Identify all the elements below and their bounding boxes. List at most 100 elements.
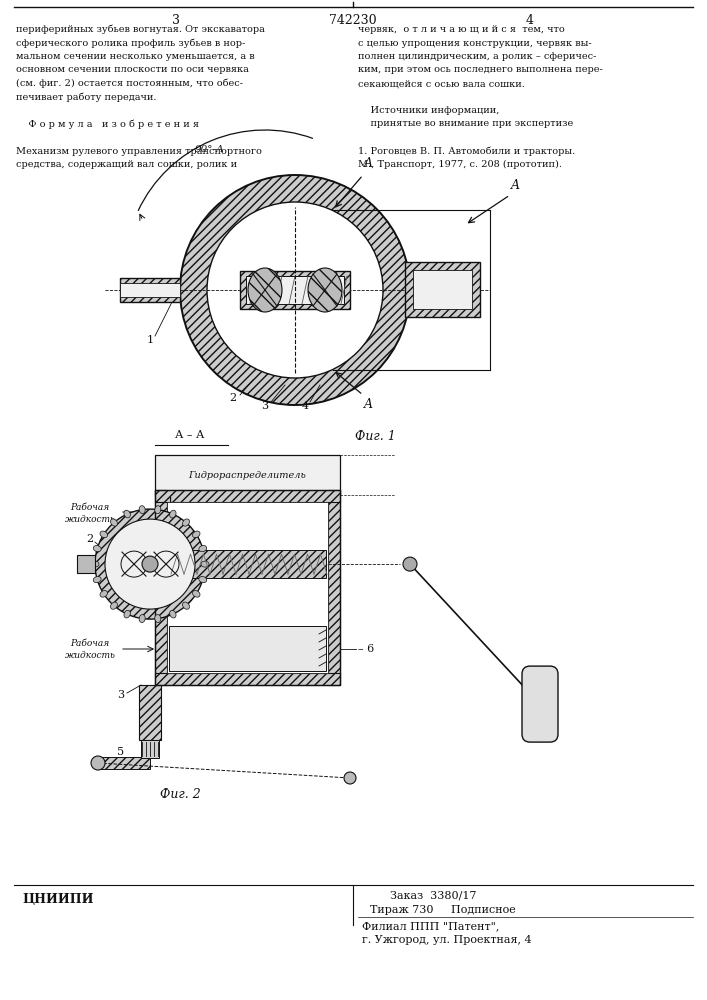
Bar [167, 502, 328, 673]
Text: г. Ужгород, ул. Проектная, 4: г. Ужгород, ул. Проектная, 4 [362, 935, 532, 945]
Ellipse shape [91, 561, 99, 567]
Text: жидкость: жидкость [64, 516, 115, 524]
Text: мальном сечении несколько уменьшается, а в: мальном сечении несколько уменьшается, а… [16, 52, 255, 61]
Text: Гидрораспределитель: Гидрораспределитель [188, 471, 306, 480]
Circle shape [91, 756, 105, 770]
Text: ЦНИИПИ: ЦНИИПИ [22, 893, 93, 906]
Ellipse shape [139, 506, 145, 514]
Ellipse shape [124, 610, 130, 618]
Text: 90°-А: 90°-А [195, 145, 225, 154]
Bar [405, 262, 480, 317]
Text: A: A [363, 398, 373, 411]
Ellipse shape [155, 506, 161, 514]
Ellipse shape [199, 577, 206, 583]
Ellipse shape [93, 546, 101, 552]
Ellipse shape [199, 546, 206, 552]
Ellipse shape [192, 591, 200, 597]
Bar [77, 555, 95, 573]
Text: 2: 2 [86, 534, 93, 544]
Bar [246, 276, 344, 304]
Bar [155, 490, 340, 685]
Ellipse shape [248, 268, 282, 312]
Text: М., Транспорт, 1977, с. 208 (прототип).: М., Транспорт, 1977, с. 208 (прототип). [358, 160, 562, 169]
Bar [141, 740, 159, 758]
Ellipse shape [207, 202, 383, 378]
Text: принятые во внимание при экспертизе: принятые во внимание при экспертизе [358, 119, 573, 128]
Bar [120, 278, 180, 302]
Ellipse shape [142, 556, 158, 572]
Ellipse shape [180, 175, 410, 405]
Ellipse shape [95, 509, 205, 619]
Bar [169, 626, 326, 671]
Text: 4: 4 [526, 14, 534, 27]
Text: 3: 3 [117, 690, 124, 700]
Text: 742230: 742230 [329, 14, 377, 27]
Ellipse shape [100, 531, 107, 538]
Bar [155, 673, 340, 685]
Text: Заказ  3380/17: Заказ 3380/17 [390, 891, 477, 901]
Text: A: A [510, 179, 520, 192]
Text: Фиг. 1: Фиг. 1 [355, 430, 395, 443]
Text: 5: 5 [117, 747, 124, 757]
Circle shape [344, 772, 356, 784]
Text: полнен цилиндрическим, а ролик – сферичес-: полнен цилиндрическим, а ролик – сфериче… [358, 52, 597, 61]
Text: (см. фиг. 2) остается постоянным, что обес-: (см. фиг. 2) остается постоянным, что об… [16, 79, 243, 89]
Text: периферийных зубьев вогнутая. От экскаватора: периферийных зубьев вогнутая. От экскава… [16, 25, 265, 34]
Bar [120, 283, 180, 297]
Text: 3: 3 [262, 401, 269, 411]
Ellipse shape [192, 531, 200, 538]
Text: средства, содержащий вал сошки, ролик и: средства, содержащий вал сошки, ролик и [16, 160, 237, 169]
Ellipse shape [170, 610, 176, 618]
Text: 2: 2 [230, 393, 237, 403]
Text: Рабочая: Рабочая [71, 639, 110, 648]
Bar [155, 455, 340, 495]
Ellipse shape [182, 519, 189, 526]
Circle shape [403, 557, 417, 571]
Text: жидкость: жидкость [64, 650, 115, 660]
Text: Филиал ППП "Патент",: Филиал ППП "Патент", [362, 921, 499, 931]
Text: червяк,  о т л и ч а ю щ и й с я  тем, что: червяк, о т л и ч а ю щ и й с я тем, что [358, 25, 565, 34]
Text: с целью упрощения конструкции, червяк вы-: с целью упрощения конструкции, червяк вы… [358, 38, 592, 47]
Text: 1: 1 [166, 497, 173, 507]
Bar [155, 490, 340, 502]
FancyBboxPatch shape [522, 666, 558, 742]
Ellipse shape [110, 519, 117, 526]
Ellipse shape [182, 602, 189, 609]
Text: ким, при этом ось последнего выполнена пере-: ким, при этом ось последнего выполнена п… [358, 66, 603, 75]
Bar [100, 757, 150, 769]
Text: секающейся с осью вала сошки.: секающейся с осью вала сошки. [358, 79, 525, 88]
Ellipse shape [93, 577, 101, 583]
Ellipse shape [139, 615, 145, 623]
Bar [240, 271, 350, 309]
Ellipse shape [170, 510, 176, 518]
Text: основном сечении плоскости по оси червяка: основном сечении плоскости по оси червяк… [16, 66, 249, 75]
Text: сферического ролика профиль зубьев в нор-: сферического ролика профиль зубьев в нор… [16, 38, 245, 48]
Text: Механизм рулевого управления транспортного: Механизм рулевого управления транспортно… [16, 146, 262, 155]
Ellipse shape [308, 268, 342, 312]
Text: A: A [363, 157, 373, 170]
Text: Рабочая: Рабочая [71, 504, 110, 512]
Text: 4: 4 [301, 401, 308, 411]
Text: – 6: – 6 [358, 644, 374, 654]
Text: 4: 4 [151, 604, 158, 614]
Text: А – А: А – А [175, 430, 205, 440]
Ellipse shape [100, 591, 107, 597]
Bar [413, 270, 472, 309]
Text: Источники информации,: Источники информации, [358, 106, 499, 115]
Ellipse shape [155, 615, 161, 623]
Text: печивает работу передачи.: печивает работу передачи. [16, 93, 156, 102]
Text: Фиг. 2: Фиг. 2 [160, 788, 200, 801]
Text: 1: 1 [146, 335, 153, 345]
Ellipse shape [110, 602, 117, 609]
Bar [328, 490, 340, 685]
Bar [139, 685, 161, 740]
Text: Ф о р м у л а   и з о б р е т е н и я: Ф о р м у л а и з о б р е т е н и я [16, 119, 199, 129]
Ellipse shape [201, 561, 209, 567]
Text: 1. Роговцев В. П. Автомобили и тракторы.: 1. Роговцев В. П. Автомобили и тракторы. [358, 146, 575, 156]
Ellipse shape [105, 519, 195, 609]
Text: 3: 3 [172, 14, 180, 27]
Ellipse shape [124, 510, 130, 518]
Bar [169, 550, 326, 578]
Text: Тираж 730     Подписное: Тираж 730 Подписное [370, 905, 515, 915]
Bar [155, 490, 167, 685]
